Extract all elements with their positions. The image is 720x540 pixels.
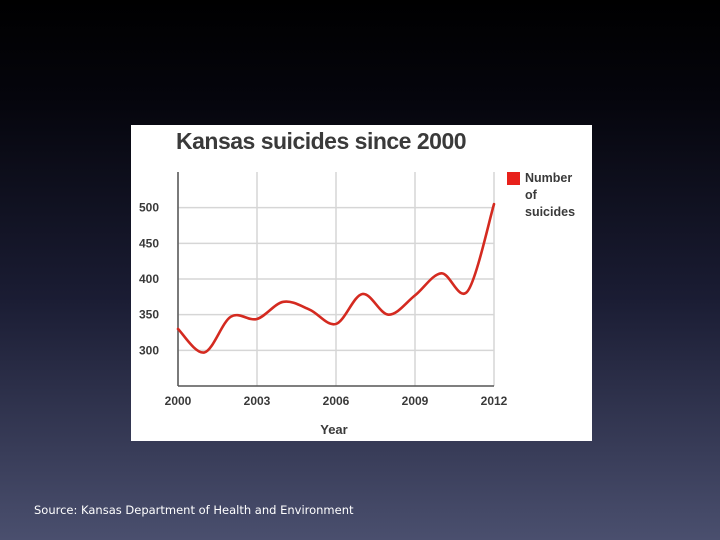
axis-layer: [177, 172, 494, 387]
tick-label-layer: 300 350 400 450 500 2000 2003 2006 2009 2012: [139, 201, 508, 408]
x-tick-label: 2000: [165, 394, 192, 408]
legend: Number of suicides: [507, 171, 576, 219]
legend-swatch: [507, 172, 520, 185]
grid-layer: [177, 172, 495, 386]
chart-card: Kansas suicides since 2000 300 350 400 450 5…: [131, 125, 592, 441]
x-tick-label: 2012: [481, 394, 508, 408]
legend-label-line-1: Number: [525, 171, 572, 185]
x-tick-label: 2006: [323, 394, 350, 408]
y-tick-label: 500: [139, 201, 159, 215]
chart-title: Kansas suicides since 2000: [176, 128, 466, 154]
line-chart: Kansas suicides since 2000 300 350 400 450 5…: [139, 128, 576, 437]
source-note: Source: Kansas Department of Health and …: [34, 503, 354, 517]
legend-label: Number of suicides: [525, 171, 576, 219]
legend-label-line-3: suicides: [525, 205, 575, 219]
series-line: [176, 202, 496, 354]
y-tick-label: 300: [139, 343, 159, 357]
y-tick-label: 400: [139, 272, 159, 286]
y-tick-label: 350: [139, 308, 159, 322]
x-axis-title: Year: [320, 422, 347, 437]
legend-label-line-2: of: [525, 188, 538, 202]
y-tick-label: 450: [139, 236, 159, 250]
x-tick-label: 2003: [244, 394, 271, 408]
x-tick-label: 2009: [402, 394, 429, 408]
series-layer: [176, 202, 496, 354]
